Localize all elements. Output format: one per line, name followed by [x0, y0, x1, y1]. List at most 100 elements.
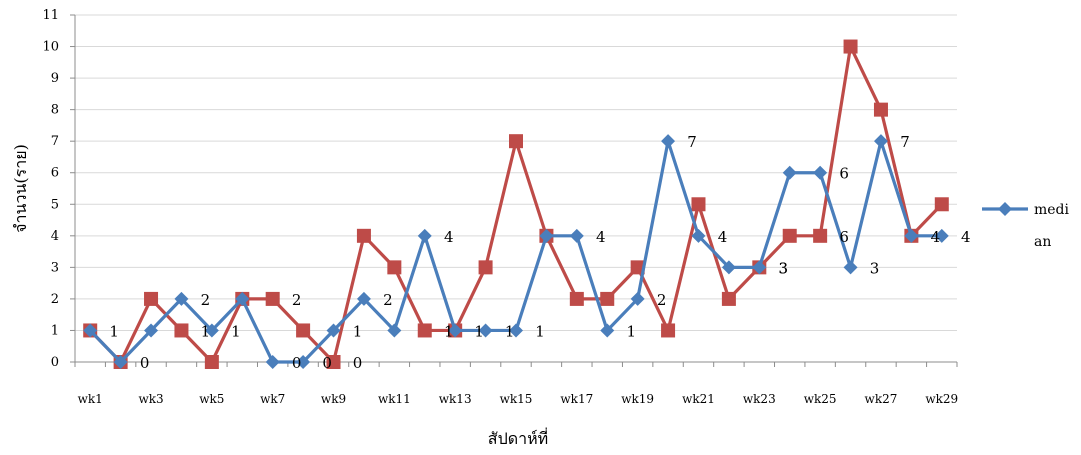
data-point-square	[204, 355, 219, 369]
data-point-diamond	[174, 291, 189, 306]
data-point-diamond	[630, 291, 645, 306]
data-point-diamond	[904, 228, 919, 243]
data-label: 3	[779, 259, 789, 277]
y-axis-title: จำนวน(ราย)	[11, 144, 30, 233]
data-label: 2	[657, 291, 667, 309]
data-point-diamond	[721, 260, 736, 275]
x-tick-label: wk9	[321, 392, 346, 406]
data-point-diamond	[873, 134, 888, 149]
data-label: 0	[140, 354, 150, 372]
data-label: 0	[292, 354, 302, 372]
data-point-diamond	[661, 134, 676, 149]
x-tick-label: wk7	[260, 392, 285, 406]
data-point-diamond	[113, 355, 128, 369]
data-point-diamond	[387, 323, 402, 338]
y-tick-label: 2	[51, 292, 59, 307]
y-tick-label: 4	[51, 229, 59, 244]
data-point-square	[144, 291, 159, 306]
data-point-diamond	[204, 323, 219, 338]
x-tick-label: wk21	[682, 392, 715, 406]
data-point-diamond	[934, 228, 949, 243]
y-tick-label: 3	[51, 260, 59, 275]
y-tick-label: 0	[51, 355, 59, 370]
data-point-diamond	[813, 165, 828, 180]
data-point-square	[691, 197, 706, 212]
x-tick-label: wk27	[865, 392, 898, 406]
data-point-square	[873, 102, 888, 117]
y-tick-label: 1	[51, 323, 59, 338]
x-tick-label: wk23	[743, 392, 776, 406]
data-label: 7	[900, 133, 910, 151]
data-point-square	[661, 323, 676, 338]
legend-marker	[998, 202, 1012, 216]
data-point-diamond	[326, 323, 341, 338]
data-label: 6	[839, 165, 849, 183]
data-point-square	[417, 323, 432, 338]
data-label: 1	[109, 322, 119, 340]
data-point-square	[600, 291, 615, 306]
data-label: 1	[444, 322, 454, 340]
x-tick-label: wk29	[925, 392, 958, 406]
data-label: 6	[839, 228, 849, 246]
data-point-diamond	[417, 228, 432, 243]
data-label: 2	[201, 291, 211, 309]
series-lines	[83, 39, 949, 369]
data-point-diamond	[265, 355, 280, 369]
data-point-square	[721, 291, 736, 306]
data-point-square	[843, 39, 858, 54]
x-tick-labels: wk1 wk3 wk5 wk7 wk9 wk11 wk13 wk15 wk17 wk19 wk21 w…	[78, 392, 959, 406]
data-label: 4	[596, 228, 606, 246]
data-point-square	[296, 323, 311, 338]
data-label: 4	[718, 228, 728, 246]
data-point-diamond	[782, 165, 797, 180]
data-point-square	[782, 228, 797, 243]
data-point-diamond	[539, 228, 554, 243]
data-point-diamond	[144, 323, 159, 338]
data-point-diamond	[448, 323, 463, 338]
legend-label: medi	[1034, 202, 1070, 218]
data-point-diamond	[509, 323, 523, 338]
data-point-square	[934, 197, 949, 212]
data-label: 1	[474, 322, 484, 340]
y-tick-label: 7	[51, 134, 59, 149]
y-tick-label: 6	[51, 166, 59, 181]
data-label: 0	[322, 354, 332, 372]
x-tick-label: wk1	[78, 392, 103, 406]
data-point-diamond	[691, 228, 706, 243]
data-point-square	[356, 228, 371, 243]
data-label: 1	[201, 322, 211, 340]
legend-label: an	[1034, 234, 1051, 250]
y-tick-label: 8	[51, 103, 59, 118]
x-tick-label: wk5	[199, 392, 224, 406]
data-label: 2	[383, 291, 393, 309]
data-point-square	[630, 260, 645, 275]
data-label: 1	[505, 322, 515, 340]
data-label: 1	[231, 322, 241, 340]
data-label: 4	[961, 228, 971, 246]
data-point-square	[509, 134, 523, 149]
gridlines	[75, 14, 957, 331]
y-tick-label: 5	[51, 197, 59, 212]
data-point-diamond	[478, 323, 493, 338]
data-point-diamond	[843, 260, 858, 275]
x-tick-label: wk19	[621, 392, 654, 406]
y-tick-label: 11	[42, 8, 59, 23]
data-point-diamond	[296, 355, 311, 369]
data-label: 1	[626, 322, 636, 340]
axes	[70, 14, 958, 367]
data-point-diamond	[600, 323, 615, 338]
y-tick-labels: 0 1 2 3 4 5 6 7 8 9 10 11	[42, 8, 59, 370]
data-point-square	[265, 291, 280, 306]
x-tick-label: wk13	[439, 392, 472, 406]
data-point-square	[813, 228, 828, 243]
data-label: 3	[779, 259, 789, 277]
data-label: 7	[687, 133, 697, 151]
data-label: 0	[353, 354, 363, 372]
y-tick-label: 9	[51, 71, 59, 86]
x-tick-label: wk11	[378, 392, 411, 406]
data-point-diamond	[752, 260, 767, 275]
legend: medi an	[982, 202, 1070, 250]
data-point-square	[326, 355, 341, 369]
